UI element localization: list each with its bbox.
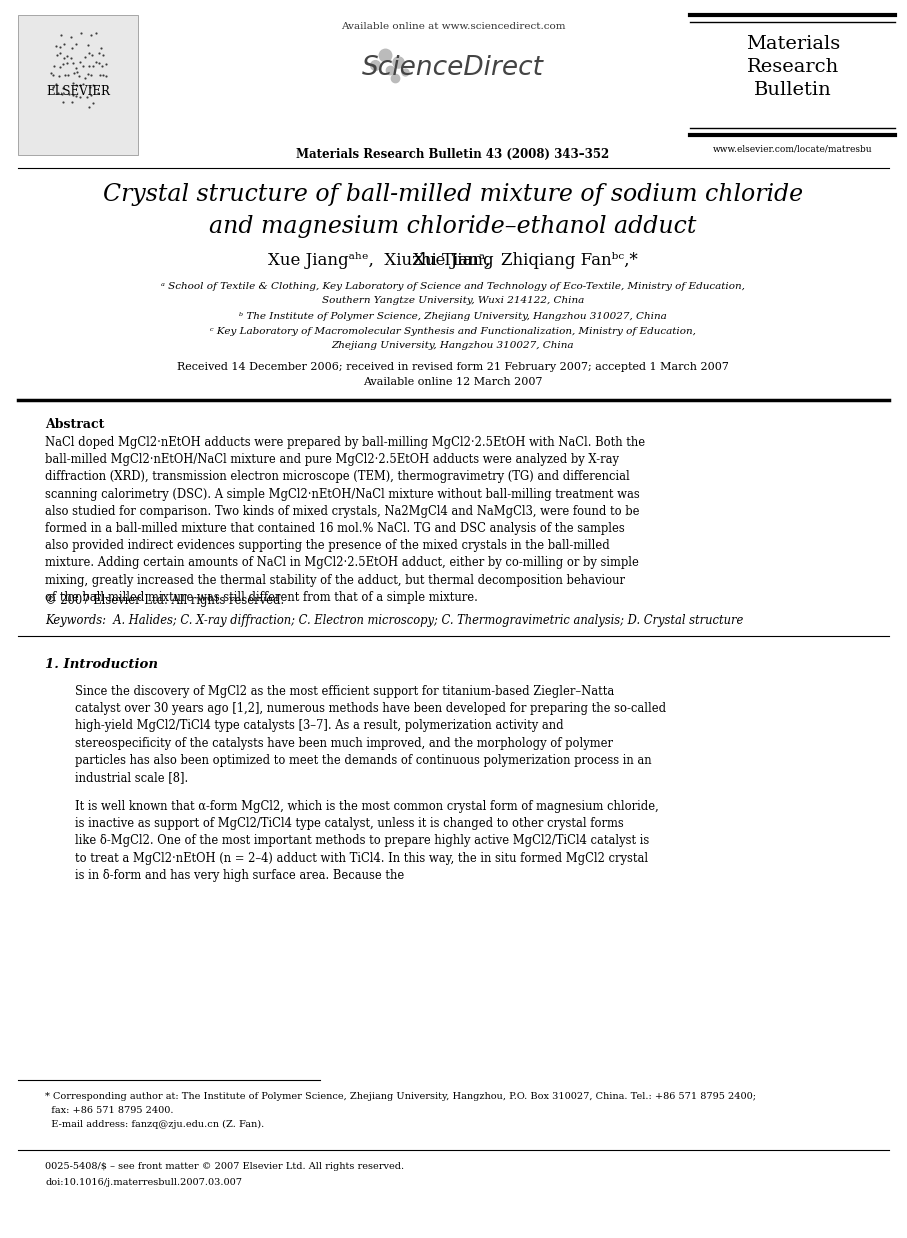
Text: www.elsevier.com/locate/matresbu: www.elsevier.com/locate/matresbu	[713, 145, 873, 154]
Text: ELSEVIER: ELSEVIER	[46, 85, 110, 98]
Text: NaCl doped MgCl2·nEtOH adducts were prepared by ball-milling MgCl2·2.5EtOH with : NaCl doped MgCl2·nEtOH adducts were prep…	[45, 436, 645, 604]
Text: Xue Jiangᵃʰᵉ,  Xiuzhi Tianᵃ,  Zhiqiang Fanᵇᶜ,*: Xue Jiangᵃʰᵉ, Xiuzhi Tianᵃ, Zhiqiang Fan…	[268, 253, 638, 269]
Text: © 2007 Elsevier Ltd. All rights reserved.: © 2007 Elsevier Ltd. All rights reserved…	[45, 594, 284, 607]
Text: ScienceDirect: ScienceDirect	[362, 54, 544, 80]
Text: Crystal structure of ball-milled mixture of sodium chloride: Crystal structure of ball-milled mixture…	[102, 183, 803, 206]
Text: Materials
Research
Bulletin: Materials Research Bulletin	[746, 35, 840, 99]
Text: Abstract: Abstract	[45, 418, 104, 431]
Text: Keywords:  A. Halides; C. X-ray diffraction; C. Electron microscopy; C. Thermogr: Keywords: A. Halides; C. X-ray diffracti…	[45, 614, 743, 626]
Text: ᶜ Key Laboratory of Macromolecular Synthesis and Functionalization, Ministry of : ᶜ Key Laboratory of Macromolecular Synth…	[210, 327, 696, 335]
Text: Available online at www.sciencedirect.com: Available online at www.sciencedirect.co…	[341, 22, 565, 31]
Text: Since the discovery of MgCl2 as the most efficient support for titanium-based Zi: Since the discovery of MgCl2 as the most…	[75, 685, 666, 784]
Text: Received 14 December 2006; received in revised form 21 February 2007; accepted 1: Received 14 December 2006; received in r…	[177, 361, 729, 371]
Text: E-mail address: fanzq@zju.edu.cn (Z. Fan).: E-mail address: fanzq@zju.edu.cn (Z. Fan…	[45, 1120, 264, 1129]
Text: fax: +86 571 8795 2400.: fax: +86 571 8795 2400.	[45, 1106, 173, 1115]
Text: doi:10.1016/j.materresbull.2007.03.007: doi:10.1016/j.materresbull.2007.03.007	[45, 1179, 242, 1187]
Text: Available online 12 March 2007: Available online 12 March 2007	[363, 378, 542, 387]
Text: It is well known that α-form MgCl2, which is the most common crystal form of mag: It is well known that α-form MgCl2, whic…	[75, 800, 658, 881]
Text: ᵇ The Institute of Polymer Science, Zhejiang University, Hangzhou 310027, China: ᵇ The Institute of Polymer Science, Zhej…	[239, 312, 667, 321]
Text: * Corresponding author at: The Institute of Polymer Science, Zhejiang University: * Corresponding author at: The Institute…	[45, 1092, 756, 1101]
Text: Materials Research Bulletin 43 (2008) 343–352: Materials Research Bulletin 43 (2008) 34…	[297, 149, 610, 161]
Text: 0025-5408/$ – see front matter © 2007 Elsevier Ltd. All rights reserved.: 0025-5408/$ – see front matter © 2007 El…	[45, 1162, 405, 1171]
Text: Zhejiang University, Hangzhou 310027, China: Zhejiang University, Hangzhou 310027, Ch…	[332, 340, 574, 350]
Text: ᵃ School of Textile & Clothing, Key Laboratory of Science and Technology of Eco-: ᵃ School of Textile & Clothing, Key Labo…	[161, 282, 745, 291]
Text: and magnesium chloride–ethanol adduct: and magnesium chloride–ethanol adduct	[210, 215, 697, 238]
Text: Southern Yangtze University, Wuxi 214122, China: Southern Yangtze University, Wuxi 214122…	[322, 296, 584, 305]
Text: Xue Jiang: Xue Jiang	[413, 253, 493, 269]
Bar	[18, 15, 138, 155]
Text: 1. Introduction: 1. Introduction	[45, 659, 158, 671]
